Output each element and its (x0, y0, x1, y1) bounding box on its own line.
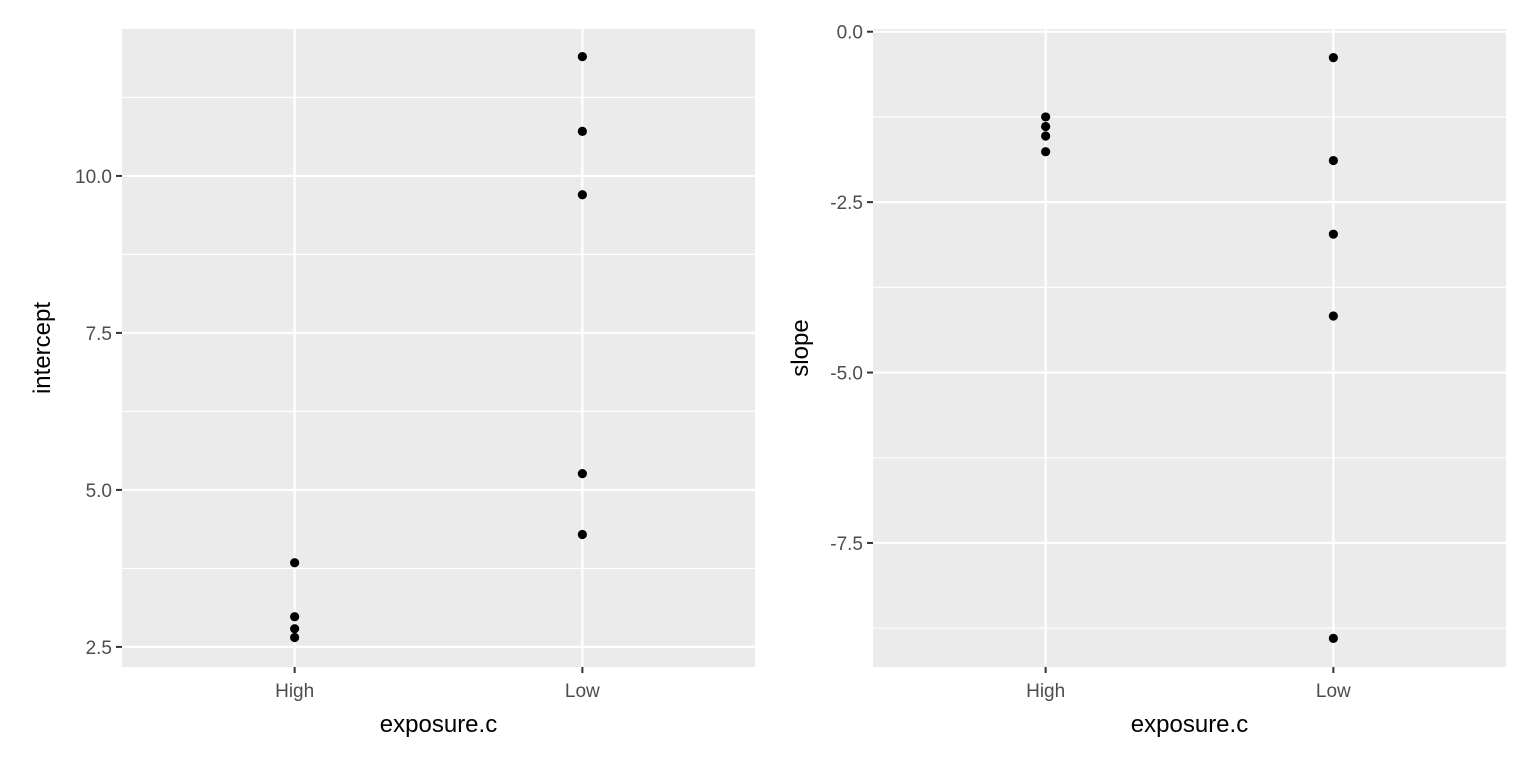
data-point (290, 632, 300, 643)
x-tick-label: High (275, 681, 314, 702)
panel-background (873, 29, 1506, 667)
x-tick-label: Low (565, 681, 600, 702)
x-tick-label: High (1026, 681, 1065, 702)
x-axis-title: exposure.c (1131, 711, 1248, 738)
x-axis-title: exposure.c (380, 711, 497, 738)
data-point (577, 468, 587, 479)
y-tick-label: 10.0 (75, 167, 112, 188)
panel-background (122, 29, 755, 667)
data-point (1041, 147, 1051, 157)
data-point (1041, 121, 1051, 132)
y-axis-title: slope (787, 319, 814, 376)
y-tick-label: -5.0 (830, 364, 863, 385)
data-point (1328, 633, 1338, 643)
data-point (290, 612, 300, 622)
data-point (1328, 155, 1338, 166)
data-point (577, 190, 587, 200)
y-tick-label: 0.0 (837, 23, 863, 44)
data-point (1041, 112, 1051, 122)
data-point (1328, 311, 1338, 321)
y-axis-title: intercept (29, 302, 56, 394)
data-point (290, 624, 300, 634)
data-point (1041, 131, 1051, 141)
x-tick-label: Low (1316, 681, 1351, 702)
panel-slope: 0.0 -2.5 -5.0 -7.5 High Low exposure.c slope (787, 23, 1506, 738)
y-tick-label: -2.5 (830, 193, 863, 214)
data-point (290, 558, 300, 568)
data-point (1328, 229, 1338, 239)
data-point (577, 52, 587, 62)
y-tick-label: 2.5 (86, 638, 112, 659)
y-tick-label: 5.0 (86, 481, 112, 502)
y-tick-label: -7.5 (830, 534, 863, 555)
panel-intercept: 2.5 5.0 7.5 10.0 High Low exposure.c intercept (29, 29, 755, 738)
data-point (577, 529, 587, 540)
y-tick-label: 7.5 (86, 324, 112, 345)
data-point (577, 126, 587, 136)
data-point (1328, 53, 1338, 63)
